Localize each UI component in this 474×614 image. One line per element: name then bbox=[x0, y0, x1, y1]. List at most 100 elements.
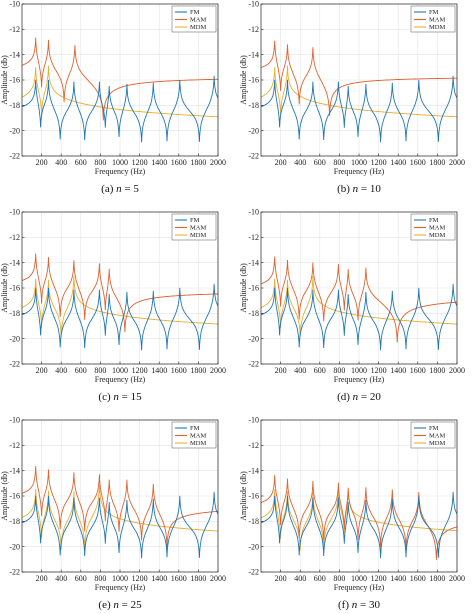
y-tick-label: -12 bbox=[9, 441, 20, 450]
y-tick-label: -16 bbox=[248, 284, 259, 293]
x-tick-label: 800 bbox=[94, 574, 106, 583]
x-tick-label: 600 bbox=[75, 574, 87, 583]
x-tick-label: 800 bbox=[94, 366, 106, 375]
y-tick-label: -12 bbox=[248, 25, 259, 34]
x-tick-label: 1800 bbox=[429, 366, 445, 375]
series-line-mdm bbox=[261, 65, 457, 118]
y-tick-label: -16 bbox=[9, 284, 20, 293]
x-tick-label: 1400 bbox=[390, 366, 406, 375]
caption-prefix: (e) bbox=[98, 599, 113, 611]
y-tick-label: -16 bbox=[248, 492, 259, 501]
y-tick-label: -20 bbox=[9, 542, 20, 551]
chart-panel-2: 200 400 600 800 1000 1200 1400 1600 1800 2000-10-… bbox=[239, 0, 465, 195]
x-tick-label: 1200 bbox=[371, 366, 387, 375]
legend-label-mdm: MDM bbox=[429, 440, 445, 447]
series-line-mam bbox=[261, 40, 457, 116]
series-line-fm bbox=[261, 75, 457, 143]
x-tick-label: 1600 bbox=[410, 158, 426, 167]
x-tick-label: 1600 bbox=[171, 366, 187, 375]
x-tick-label: 1200 bbox=[371, 158, 387, 167]
x-tick-label: 600 bbox=[314, 366, 326, 375]
chart-panel-6: 200 400 600 800 1000 1200 1400 1600 1800 2000-10-… bbox=[239, 416, 465, 611]
x-tick-label: 1800 bbox=[429, 158, 445, 167]
x-tick-label: 2000 bbox=[449, 158, 465, 167]
legend-label-mdm: MDM bbox=[429, 232, 445, 239]
y-tick-label: -12 bbox=[248, 441, 259, 450]
legend-label-fm: FM bbox=[190, 9, 200, 16]
series-line-mam bbox=[22, 253, 218, 333]
y-tick-label: -14 bbox=[9, 466, 20, 475]
series-line-fm bbox=[22, 491, 218, 559]
x-tick-label: 200 bbox=[36, 366, 48, 375]
x-tick-label: 2000 bbox=[449, 366, 465, 375]
legend-box bbox=[171, 421, 217, 449]
y-tick-label: -14 bbox=[248, 50, 259, 59]
y-axis-label: Amplitude (db) bbox=[0, 471, 9, 521]
x-tick-label: 1200 bbox=[371, 574, 387, 583]
panel-caption: (d) n = 20 bbox=[337, 391, 381, 403]
y-tick-label: -14 bbox=[9, 50, 20, 59]
panel-caption: (b) n = 10 bbox=[337, 183, 381, 195]
x-tick-label: 400 bbox=[294, 366, 306, 375]
y-tick-label: -18 bbox=[9, 101, 20, 110]
series-line-fm bbox=[261, 491, 457, 559]
y-tick-label: -16 bbox=[9, 492, 20, 501]
x-axis-label: Frequency (Hz) bbox=[95, 375, 146, 384]
x-tick-label: 400 bbox=[294, 574, 306, 583]
legend-label-fm: FM bbox=[429, 425, 439, 432]
caption-variable: n bbox=[116, 183, 122, 195]
y-tick-label: -22 bbox=[248, 360, 259, 369]
legend-label-fm: FM bbox=[190, 217, 200, 224]
x-tick-label: 400 bbox=[55, 366, 67, 375]
x-tick-label: 200 bbox=[275, 366, 287, 375]
x-tick-label: 400 bbox=[55, 574, 67, 583]
y-axis-label: Amplitude (db) bbox=[239, 471, 248, 521]
series-line-mam bbox=[261, 475, 457, 560]
legend-box bbox=[410, 213, 456, 241]
x-tick-label: 1000 bbox=[112, 366, 128, 375]
x-tick-label: 1600 bbox=[410, 574, 426, 583]
caption-variable: n bbox=[352, 599, 358, 611]
legend-label-mdm: MDM bbox=[190, 24, 206, 31]
legend-label-mam: MAM bbox=[429, 433, 445, 440]
chart-panel-5: 200 400 600 800 1000 1200 1400 1600 1800 2000-10-… bbox=[0, 416, 226, 611]
x-tick-label: 1800 bbox=[190, 574, 206, 583]
caption-variable: n bbox=[353, 183, 359, 195]
y-axis-label: Amplitude (db) bbox=[0, 263, 9, 313]
caption-prefix: (d) bbox=[337, 391, 353, 403]
x-tick-label: 1400 bbox=[151, 574, 167, 583]
caption-variable: n bbox=[113, 391, 119, 403]
legend-label-fm: FM bbox=[190, 425, 200, 432]
x-tick-label: 800 bbox=[333, 366, 345, 375]
x-axis-label: Frequency (Hz) bbox=[95, 583, 146, 592]
y-tick-label: -12 bbox=[9, 233, 20, 242]
y-tick-label: -12 bbox=[9, 25, 20, 34]
y-tick-label: -10 bbox=[9, 416, 20, 425]
series-line-mam bbox=[22, 466, 218, 548]
chart-panel-1: 200 400 600 800 1000 1200 1400 1600 1800 2000-10-… bbox=[0, 0, 226, 195]
legend-label-mdm: MDM bbox=[190, 232, 206, 239]
x-tick-label: 1000 bbox=[112, 158, 128, 167]
series-line-mdm bbox=[261, 275, 457, 338]
legend-box bbox=[410, 421, 456, 449]
caption-value: = 5 bbox=[122, 183, 140, 195]
x-tick-label: 1400 bbox=[390, 158, 406, 167]
y-tick-label: -16 bbox=[9, 76, 20, 85]
x-tick-label: 200 bbox=[275, 158, 287, 167]
y-tick-label: -10 bbox=[9, 208, 20, 217]
y-tick-label: -22 bbox=[248, 152, 259, 161]
x-tick-label: 1800 bbox=[190, 366, 206, 375]
x-axis-label: Frequency (Hz) bbox=[334, 583, 385, 592]
y-tick-label: -20 bbox=[248, 126, 259, 135]
y-tick-label: -18 bbox=[9, 517, 20, 526]
panel-caption: (e) n = 25 bbox=[98, 599, 142, 611]
x-tick-label: 1800 bbox=[429, 574, 445, 583]
x-tick-label: 1400 bbox=[151, 158, 167, 167]
legend-label-mam: MAM bbox=[429, 17, 445, 24]
y-tick-label: -12 bbox=[248, 233, 259, 242]
x-tick-label: 200 bbox=[36, 574, 48, 583]
